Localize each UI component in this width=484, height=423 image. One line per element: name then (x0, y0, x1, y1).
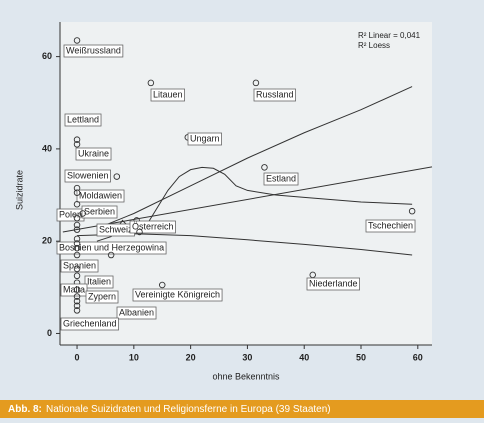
point-label: Albanien (119, 307, 154, 317)
point (158, 281, 166, 289)
point (73, 251, 81, 259)
label-box (63, 44, 124, 58)
point (113, 173, 121, 180)
point (73, 201, 81, 208)
label-box (187, 132, 222, 146)
label-box (85, 290, 119, 304)
fit-line (99, 86, 413, 228)
point-label: Weißrussland (66, 45, 121, 55)
x-tick-label: 60 (413, 352, 423, 362)
label-box (75, 147, 112, 161)
point (73, 189, 81, 196)
point (73, 244, 81, 252)
point (79, 210, 86, 217)
point-label: Tschechien (368, 220, 413, 230)
point (147, 79, 155, 87)
label-box (60, 317, 119, 331)
y-axis-title: Suizidrate (14, 170, 24, 210)
label-box (253, 88, 296, 102)
point-label: Ukraine (78, 148, 109, 158)
label-box (365, 219, 416, 233)
plot-area (60, 22, 432, 345)
point (73, 265, 81, 273)
label-box (116, 306, 157, 320)
label-box (306, 277, 360, 291)
point-label: Lettland (67, 114, 99, 124)
point (73, 226, 81, 233)
label-box (150, 88, 185, 102)
point-label: Polen (59, 209, 82, 219)
label-box (81, 205, 118, 219)
x-tick-label: 30 (242, 352, 252, 362)
x-tick-label: 0 (75, 352, 80, 362)
point (73, 272, 81, 280)
x-axis-title: ohne Bekenntnis (212, 371, 280, 381)
point-label: Ungarn (190, 133, 220, 143)
point-label: Estland (266, 173, 296, 183)
point (408, 207, 416, 215)
x-tick-label: 40 (299, 352, 309, 362)
point (73, 221, 81, 229)
y-tick-label: 40 (42, 143, 52, 153)
point (107, 251, 115, 259)
point-label: Moldawien (79, 190, 122, 200)
point-label: Vereinigte Königreich (135, 289, 220, 299)
point-label: Italien (87, 276, 111, 286)
label-box (60, 259, 99, 273)
point-label: Niederlande (309, 278, 358, 288)
label-box (56, 241, 167, 255)
y-tick-label: 20 (42, 236, 52, 246)
fit-line (62, 166, 433, 233)
label-box (263, 172, 299, 186)
point (73, 286, 81, 293)
label-box (132, 288, 223, 302)
point-label: Österreich (132, 221, 174, 231)
label-box (76, 189, 125, 203)
legend-entry: R² Linear = 0,041 (358, 31, 421, 40)
label-box (64, 169, 111, 183)
point-label: Bosnien und Herzegowina (59, 242, 164, 252)
y-tick-label: 60 (42, 51, 52, 61)
x-tick-label: 20 (186, 352, 196, 362)
point-label: Zypern (88, 291, 116, 301)
point (136, 228, 143, 236)
point (73, 307, 81, 314)
caption-bar (0, 400, 484, 418)
point (73, 214, 81, 222)
point (73, 240, 81, 247)
y-tick-label: 0 (47, 328, 52, 338)
x-tick-label: 10 (129, 352, 139, 362)
legend-entry: R² Loess (358, 41, 390, 50)
point (261, 164, 268, 171)
point (73, 136, 81, 143)
point (73, 302, 81, 310)
point-label: Schweiz (99, 224, 133, 234)
point (73, 37, 81, 44)
point-label: Serbien (84, 206, 115, 216)
point (73, 293, 81, 300)
point-label: Griechenland (63, 318, 117, 328)
point-label: Litauen (153, 89, 183, 99)
point-label: Spanien (63, 260, 96, 270)
point-label: Russland (256, 89, 294, 99)
label-box (64, 113, 102, 127)
point (73, 141, 81, 148)
label-box (84, 275, 114, 289)
point (252, 79, 260, 87)
point (73, 297, 81, 305)
x-tick-label: 50 (356, 352, 366, 362)
point-label: Slowenien (67, 170, 109, 180)
caption-text: Nationale Suizidraten und Religionsferne… (46, 404, 331, 415)
caption-label: Abb. 8: (8, 404, 42, 415)
